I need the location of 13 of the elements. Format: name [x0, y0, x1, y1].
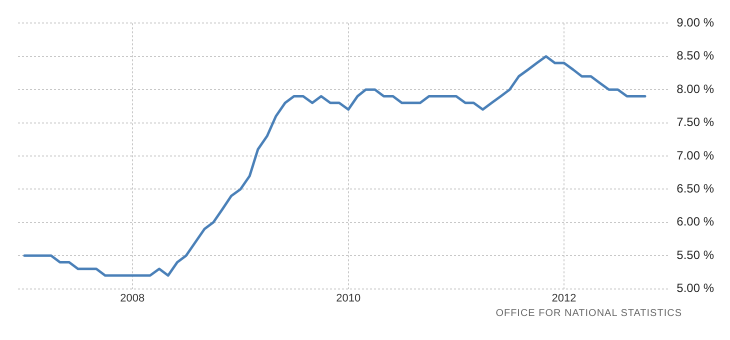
y-tick-label: 5.50 % — [676, 248, 714, 262]
x-tick-label: 2008 — [120, 292, 145, 304]
y-tick-label: 6.00 % — [676, 214, 714, 229]
x-tick-label: 2010 — [336, 292, 361, 304]
y-tick-label: 5.00 % — [676, 281, 714, 296]
y-tick-label: 7.50 % — [676, 115, 714, 130]
y-tick-label: 7.00 % — [676, 148, 714, 162]
y-tick-label: 9.00 % — [676, 16, 714, 30]
text: OFFICE FOR NATIONAL STATISTICS — [496, 308, 682, 319]
y-tick-label: 8.00 % — [676, 82, 714, 96]
y-tick-label: 6.50 % — [676, 182, 714, 196]
x-tick-label: 2012 — [552, 292, 576, 304]
y-tick-label: 8.50 % — [676, 48, 714, 63]
